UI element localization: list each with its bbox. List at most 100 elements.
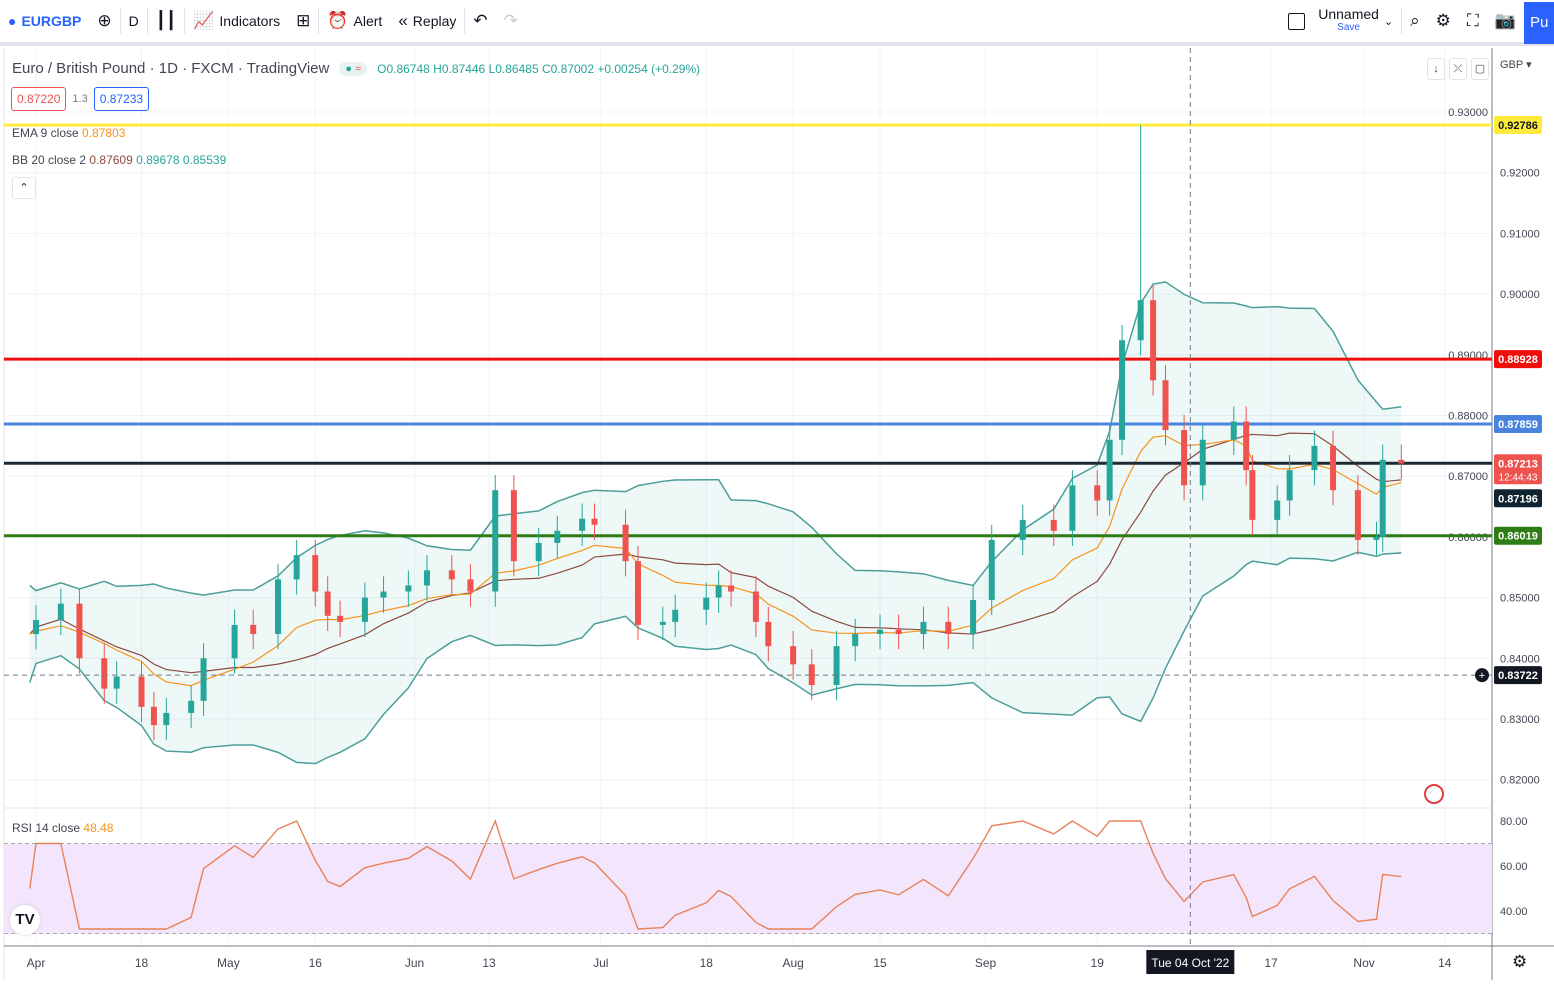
candle-body — [852, 634, 859, 647]
candle-body — [1150, 300, 1157, 381]
candle-body — [423, 570, 430, 586]
candle-body — [76, 603, 83, 659]
plus-icon: + — [1479, 670, 1485, 682]
candle-body — [324, 591, 331, 616]
candle-body — [808, 664, 815, 686]
chevron-down-icon: ⌄ — [1383, 15, 1394, 28]
candle-body — [1119, 340, 1126, 440]
bb-legend[interactable]: BB 20 close 2 0.87609 0.89678 0.85539 — [12, 153, 227, 167]
add-alert-icon — [1475, 668, 1489, 683]
candle-body — [250, 624, 257, 635]
price-tick-label: 0.84000 — [1500, 653, 1540, 665]
candle-body — [1398, 459, 1405, 464]
search-icon: ⌕ — [1410, 11, 1420, 30]
time-tick-label: 18 — [135, 956, 149, 970]
candle-body — [895, 629, 902, 635]
candle-body — [790, 646, 797, 665]
candle-body — [1379, 459, 1386, 537]
candle-body — [1106, 439, 1113, 501]
candle-body — [1050, 519, 1057, 531]
prev-close-label: 0.87196 — [1498, 493, 1538, 505]
divider — [464, 8, 466, 34]
maximize-pane-button[interactable]: ▢ — [1471, 58, 1489, 80]
time-tick-label: 14 — [1438, 956, 1452, 970]
compare-button[interactable]: ⊕ — [89, 2, 119, 40]
tradingview-logo[interactable]: TV — [10, 905, 40, 935]
templates-icon: ⊞ — [296, 11, 311, 30]
candle-body — [1274, 500, 1281, 520]
candle-body — [945, 621, 952, 635]
price-line-label: 0.87859 — [1498, 419, 1538, 431]
fullscreen-button[interactable]: ⛶ — [1459, 2, 1487, 40]
candle-body — [1137, 300, 1144, 341]
candle-body — [554, 530, 561, 543]
redo-button[interactable]: ↷ — [496, 2, 526, 40]
candle-body — [113, 676, 120, 689]
replay-button[interactable]: «Replay — [398, 11, 457, 30]
sell-button[interactable]: 0.87220 — [11, 87, 67, 111]
symbol-title: Euro / British Pound · 1D · FXCM · Tradi… — [12, 60, 330, 77]
layout-button[interactable]: Unnamed Save ⌄ — [1280, 2, 1401, 40]
chart-type-button[interactable]: ┃┃ — [148, 2, 184, 40]
collapse-legend-button[interactable]: ⌃ — [12, 177, 36, 199]
price-line-label-bg — [1494, 526, 1542, 545]
search-button[interactable]: ⌕ — [1402, 2, 1428, 40]
buy-button[interactable]: 0.87233 — [93, 87, 150, 111]
price-tick-label: 0.92000 — [1500, 168, 1540, 180]
ema-legend[interactable]: EMA 9 close 0.87803 — [12, 126, 126, 140]
interval-button[interactable]: D — [128, 13, 139, 29]
candle-body — [467, 579, 474, 592]
candle-body — [1249, 470, 1256, 520]
collapse-pane-button[interactable]: ⤫ — [1449, 58, 1467, 80]
candle-body — [275, 579, 282, 635]
fullscreen-icon: ⛶ — [1466, 11, 1479, 30]
camera-icon: 📷 — [1494, 11, 1516, 30]
alert-button[interactable]: ⏰ Alert — [327, 11, 383, 30]
crosshair-price-label-bg — [1494, 666, 1542, 685]
save-link[interactable]: Save — [1337, 22, 1360, 33]
candle-body — [659, 621, 666, 625]
indicators-button[interactable]: 📈 Indicators — [193, 11, 281, 30]
candle-body — [715, 585, 722, 598]
symbol-search-button[interactable]: ● EURGBP — [8, 13, 82, 29]
time-tick-label: 15 — [873, 956, 887, 970]
price-line-label: 0.92786 — [1498, 120, 1538, 132]
time-tick-label: Nov — [1353, 956, 1374, 970]
templates-button[interactable]: ⊞ — [288, 2, 318, 40]
axis-settings-icon[interactable]: ⚙ — [1512, 952, 1528, 971]
candle-body — [510, 490, 517, 562]
currency-selector[interactable]: GBP ▾ — [1500, 59, 1532, 71]
rsi-legend[interactable]: RSI 14 close 48.48 — [12, 821, 114, 835]
crosshair-date-label: Tue 04 Oct '22 — [1151, 956, 1229, 970]
move-down-button[interactable]: ↓ — [1427, 58, 1445, 80]
candle-body — [1199, 439, 1206, 486]
top-toolbar: ● EURGBP ⊕ D ┃┃ 📈 Indicators ⊞ ⏰ Alert «Rep… — [0, 0, 1554, 46]
crosshair-date-bg — [1146, 950, 1235, 974]
candle-body — [1354, 490, 1361, 540]
divider — [318, 8, 320, 34]
settings-button[interactable]: ⚙ — [1428, 2, 1459, 40]
time-tick-label: 19 — [1091, 956, 1105, 970]
candle-body — [448, 570, 455, 580]
flag-icon: ● — [8, 13, 17, 29]
price-line-label-bg — [1494, 415, 1542, 434]
time-tick-label: Jun — [405, 956, 424, 970]
candle-body — [672, 609, 679, 622]
price-tick-label: 0.91000 — [1500, 228, 1540, 240]
redo-icon: ↷ — [503, 11, 518, 30]
candle-body — [988, 539, 995, 601]
candle-body — [1286, 470, 1293, 501]
undo-button[interactable]: ↶ — [465, 2, 495, 40]
price-tick-label: 0.82000 — [1500, 775, 1540, 787]
publish-button[interactable]: Pu — [1524, 2, 1554, 44]
snapshot-button[interactable]: 📷 — [1487, 2, 1524, 40]
economic-event-flag-icon — [1424, 784, 1444, 804]
bid-ask: 0.87220 1.3 0.87233 — [11, 87, 150, 111]
time-tick-label: 18 — [700, 956, 714, 970]
candles-icon: ┃┃ — [155, 11, 177, 30]
rsi-tick-label: 80.00 — [1500, 816, 1528, 828]
price-line-label-bg — [1494, 350, 1542, 369]
price-tick-label: 0.85000 — [1500, 593, 1540, 605]
price-line-label-bg — [1494, 115, 1542, 134]
